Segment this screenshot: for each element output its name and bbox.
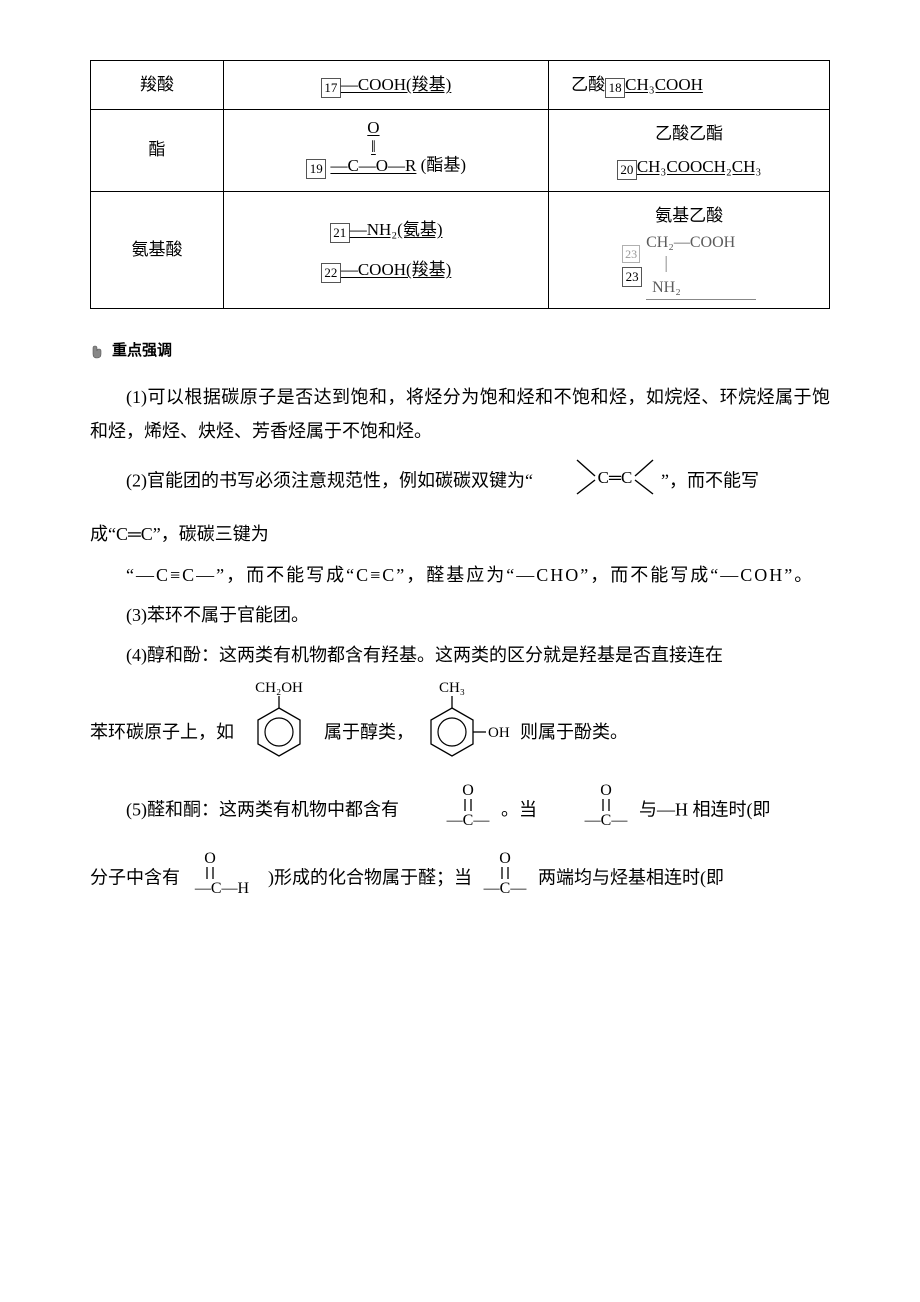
text: ”，碳碳三键为: [153, 524, 269, 544]
cell-example: 氨基乙酸 23 23 CH₂—COOH ｜ NH₂: [549, 191, 830, 308]
text: (5)醛和酮：这两类有机物中都含有: [126, 800, 399, 820]
text: 属于醇类，: [324, 722, 414, 742]
cell-example: 乙酸乙酯 20CH₃COOCH₂CH₃: [549, 110, 830, 192]
functional-group-table: 羧酸 17—COOH(羧基) 乙酸18CH₃COOH 酯 19 O‖—C—O—R…: [90, 60, 830, 309]
para-2: (2)官能团的书写必须注意规范性，例如碳碳双键为“ C═C ”，而不能写: [90, 454, 830, 511]
group-label: (酯基): [421, 156, 466, 175]
aldehyde-structure: O —C—H: [182, 849, 266, 910]
text: 则属于酚类。: [520, 722, 628, 742]
example-name: 乙酸乙酯: [559, 118, 819, 150]
svg-text:C═C: C═C: [598, 468, 633, 487]
text: 成“: [90, 524, 116, 544]
ester-bottom: —C—O—R: [330, 156, 416, 175]
para-6: (5)醛和酮：这两类有机物中都含有 O —C— 。当 O —C— 与—H 相连时…: [90, 781, 830, 842]
para-4: (3)苯环不属于官能团。: [90, 598, 830, 632]
table-row: 氨基酸 21—NH₂(氨基) 22—COOH(羧基) 氨基乙酸 23 23: [91, 191, 830, 308]
cell-name: 酯: [91, 110, 224, 192]
cell-name: 氨基酸: [91, 191, 224, 308]
svg-text:CH₃: CH₃: [439, 680, 465, 696]
blank-box: 20: [617, 160, 637, 180]
text: 与—H 相连时(即: [639, 800, 771, 820]
table-row: 羧酸 17—COOH(羧基) 乙酸18CH₃COOH: [91, 61, 830, 110]
para-7: 分子中含有 O —C—H )形成的化合物属于醛；当 O —C— 两端均与烃基相连…: [90, 849, 830, 910]
double-bond-wrong: C═C: [116, 524, 153, 544]
svg-text:OH: OH: [488, 725, 510, 741]
ester-structure: O‖—C—O—R: [330, 119, 416, 175]
example-formula: CH₃COOH: [625, 75, 703, 94]
blank-box: 21: [330, 223, 350, 243]
text: )形成的化合物属于醛；当: [268, 867, 472, 887]
amino-structure: CH₂—COOH ｜ NH₂: [646, 232, 756, 300]
heading-text: 重点强调: [112, 337, 172, 366]
double-bond-correct: C═C: [535, 454, 659, 511]
carbonyl-structure: O —C—: [539, 781, 637, 842]
para-2-cont: 成“C═C”，碳碳三键为: [90, 517, 830, 551]
text: 苯环碳原子上，如: [90, 722, 234, 742]
svg-text:—C—: —C—: [483, 880, 528, 897]
example-name: 氨基乙酸: [559, 200, 819, 232]
para-5-cont: 苯环碳原子上，如 CH₂OH 属于醇类， CH₃ OH 则属于酚类。: [90, 678, 830, 775]
svg-text:CH₂OH: CH₂OH: [255, 680, 303, 696]
svg-text:—C—H: —C—H: [194, 880, 250, 897]
para-1: (1)可以根据碳原子是否达到饱和，将烃分为饱和烃和不饱和烃，如烷烃、环烷烃属于饱…: [90, 380, 830, 448]
table-row: 酯 19 O‖—C—O—R (酯基) 乙酸乙酯 20CH₃COOCH₂CH₃: [91, 110, 830, 192]
cell-name: 羧酸: [91, 61, 224, 110]
hand-icon: [90, 344, 106, 360]
group-text: —COOH(羧基): [341, 260, 452, 279]
svg-text:O: O: [499, 850, 511, 867]
svg-text:—C—: —C—: [584, 812, 629, 829]
svg-text:O: O: [462, 782, 474, 799]
text: (2)官能团的书写必须注意规范性，例如碳碳双键为“: [126, 471, 533, 491]
amino-line: CH₂—COOH: [646, 234, 735, 251]
amino-line: NH₂: [646, 277, 756, 300]
cell-group: 17—COOH(羧基): [224, 61, 549, 110]
cell-example: 乙酸18CH₃COOH: [549, 61, 830, 110]
svg-text:O: O: [600, 782, 612, 799]
blank-box-gray: 23: [622, 245, 640, 263]
carbonyl-structure: O —C—: [474, 849, 536, 910]
cell-group: 19 O‖—C—O—R (酯基): [224, 110, 549, 192]
blank-box: 18: [605, 78, 625, 98]
example-name: 乙酸: [571, 75, 605, 94]
carbonyl-structure: O —C—: [401, 781, 499, 842]
svg-text:—C—: —C—: [446, 812, 491, 829]
group-text: —COOH(羧基): [341, 75, 452, 94]
amino-line: ｜: [646, 257, 674, 274]
text: ”，而不能写: [661, 471, 759, 491]
o-atom: O: [367, 118, 379, 137]
blank-box: 22: [321, 263, 341, 283]
blank-box: 23: [622, 267, 642, 287]
benzyl-alcohol-structure: CH₂OH: [236, 678, 322, 775]
group-text: —NH₂(氨基): [350, 220, 443, 239]
para-3: “—C≡C—”，而不能写成“C≡C”，醛基应为“—CHO”，而不能写成“—COH…: [90, 558, 830, 592]
blank-box: 17: [321, 78, 341, 98]
cell-group: 21—NH₂(氨基) 22—COOH(羧基): [224, 191, 549, 308]
example-formula: CH₃COOCH₂CH₃: [637, 157, 762, 176]
document-page: 羧酸 17—COOH(羧基) 乙酸18CH₃COOH 酯 19 O‖—C—O—R…: [0, 0, 920, 996]
text: 两端均与烃基相连时(即: [538, 867, 724, 887]
svg-text:O: O: [204, 850, 216, 867]
section-heading: 重点强调: [90, 337, 830, 366]
text: 分子中含有: [90, 867, 180, 887]
blank-box: 19: [306, 159, 326, 179]
para-5: (4)醇和酚：这两类有机物都含有羟基。这两类的区分就是羟基是否直接连在: [90, 638, 830, 672]
text: 。当: [501, 800, 537, 820]
cresol-structure: CH₃ OH: [416, 678, 518, 775]
